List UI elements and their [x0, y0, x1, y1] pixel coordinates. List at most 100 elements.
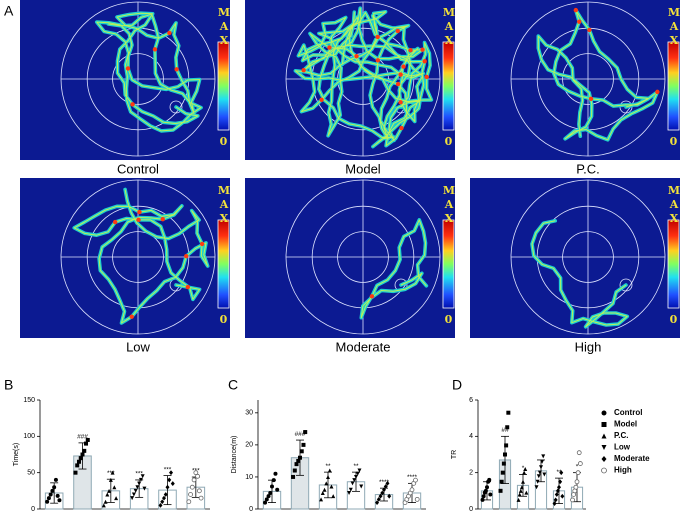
- point: [536, 474, 541, 479]
- point: [354, 474, 358, 479]
- point: [576, 450, 582, 456]
- hotspot: [184, 254, 189, 259]
- point: [158, 502, 163, 508]
- significance: ***: [164, 466, 172, 473]
- point: [291, 474, 296, 479]
- colorbar: [217, 219, 230, 309]
- point: [163, 492, 168, 497]
- point: [383, 484, 388, 489]
- point: [555, 488, 560, 494]
- point: [160, 499, 165, 505]
- point: [140, 474, 145, 479]
- point: [380, 490, 385, 496]
- point: [73, 470, 78, 475]
- point: [271, 478, 276, 483]
- point: [375, 500, 380, 505]
- hotspot: [408, 47, 413, 53]
- point: [518, 488, 523, 493]
- legend-label: High: [614, 466, 632, 475]
- point: [170, 481, 175, 486]
- point: [387, 493, 392, 499]
- colorbar-max: MAX: [443, 6, 456, 48]
- colorbar: [667, 219, 680, 309]
- point: [539, 465, 543, 470]
- y-tick-label: 50: [27, 470, 35, 477]
- point: [161, 495, 166, 501]
- point: [553, 497, 558, 503]
- point: [133, 488, 138, 493]
- point: [292, 468, 297, 473]
- platform: [619, 278, 633, 292]
- y-tick-label: 20: [245, 442, 253, 449]
- point: [275, 487, 280, 492]
- hotspot: [112, 219, 118, 225]
- y-tick-label: 10: [245, 474, 253, 481]
- point: [319, 497, 324, 502]
- point: [409, 487, 415, 493]
- hotspot: [125, 66, 131, 71]
- tile-label: Moderate: [336, 339, 391, 354]
- point: [506, 410, 511, 415]
- legend-marker: [601, 410, 607, 416]
- platform: [169, 100, 183, 114]
- hotspot: [136, 217, 141, 223]
- point: [264, 497, 269, 502]
- point: [488, 492, 493, 497]
- point: [53, 477, 58, 482]
- hotspot: [199, 241, 205, 247]
- point: [55, 493, 60, 498]
- point: [76, 459, 81, 464]
- point: [57, 498, 62, 503]
- point: [329, 484, 334, 489]
- point: [130, 496, 135, 501]
- point: [167, 477, 172, 483]
- point: [186, 499, 192, 505]
- point: [537, 470, 542, 475]
- point: [385, 480, 390, 486]
- y-tick-label: 6: [469, 397, 473, 404]
- hotspot: [375, 34, 380, 40]
- point: [137, 481, 142, 486]
- point: [80, 452, 85, 457]
- point: [414, 496, 420, 502]
- point: [517, 492, 522, 497]
- point: [577, 461, 583, 466]
- trajectory-core: [360, 219, 427, 319]
- point: [554, 492, 559, 497]
- hotspot: [160, 216, 165, 222]
- point: [294, 462, 299, 467]
- legend-label: Low: [614, 443, 631, 452]
- legend-label: Moderate: [614, 454, 650, 463]
- point: [142, 486, 147, 491]
- point: [114, 496, 119, 501]
- tile-label: High: [575, 339, 602, 354]
- significance: ****: [379, 479, 390, 486]
- point: [480, 497, 485, 502]
- tile-label: Low: [126, 339, 150, 354]
- point: [188, 492, 193, 497]
- point: [376, 496, 381, 502]
- point: [135, 485, 140, 490]
- point: [552, 501, 557, 506]
- colorbar-min: 0: [445, 135, 453, 148]
- significance: **: [325, 463, 331, 470]
- y-tick-label: 4: [469, 433, 473, 440]
- colorbar: [217, 41, 230, 131]
- hotspot: [420, 47, 425, 52]
- point: [487, 477, 492, 482]
- point: [75, 463, 80, 468]
- panel-label: B: [4, 377, 13, 393]
- point: [324, 481, 329, 486]
- hotspot: [577, 19, 582, 24]
- point: [45, 499, 50, 504]
- tile-label: Control: [117, 161, 159, 176]
- point: [322, 487, 327, 492]
- hotspot: [152, 47, 158, 52]
- legend-marker: [601, 456, 607, 462]
- hotspot: [137, 209, 142, 215]
- colorbar: [667, 41, 680, 131]
- point: [524, 490, 529, 495]
- significance: ***: [135, 471, 143, 478]
- point: [355, 471, 360, 476]
